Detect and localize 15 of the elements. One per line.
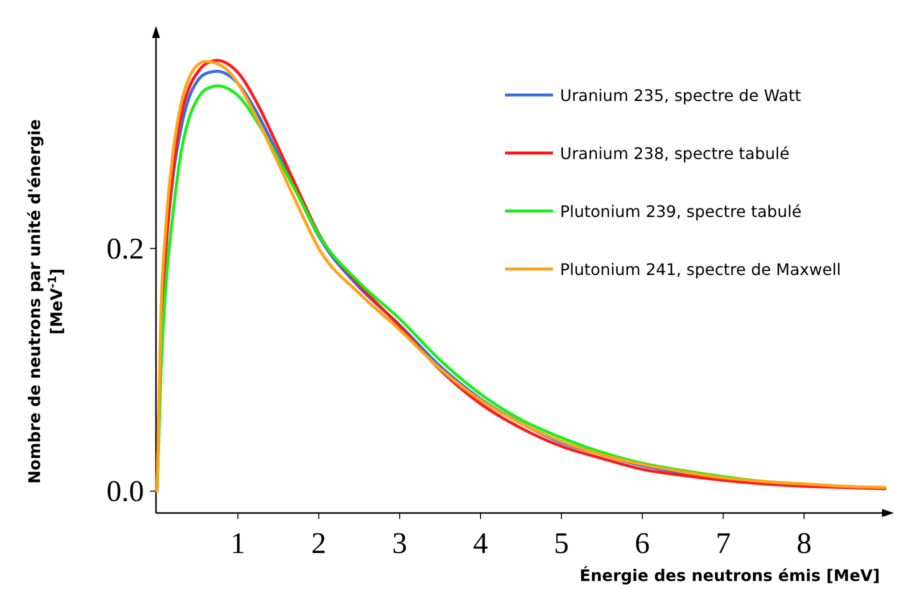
legend-label: Plutonium 239, spectre tabulé xyxy=(560,202,802,221)
x-tick-label: 6 xyxy=(634,527,650,560)
x-tick-label: 5 xyxy=(554,527,569,560)
x-tick-label: 8 xyxy=(796,527,812,560)
x-axis-title: Énergie des neutrons émis [MeV] xyxy=(580,566,880,585)
legend-label: Uranium 235, spectre de Watt xyxy=(560,86,801,105)
legend-label: Uranium 238, spectre tabulé xyxy=(560,144,790,163)
legend-label: Plutonium 241, spectre de Maxwell xyxy=(560,260,841,279)
x-tick-label: 1 xyxy=(230,527,246,560)
x-tick-label: 4 xyxy=(473,527,488,560)
x-tick-label: 7 xyxy=(716,527,731,560)
y-tick-label: 0.0 xyxy=(106,475,144,508)
x-tick-label: 2 xyxy=(311,527,326,560)
x-tick-label: 3 xyxy=(392,527,408,560)
y-tick-label: 0.2 xyxy=(106,232,144,266)
